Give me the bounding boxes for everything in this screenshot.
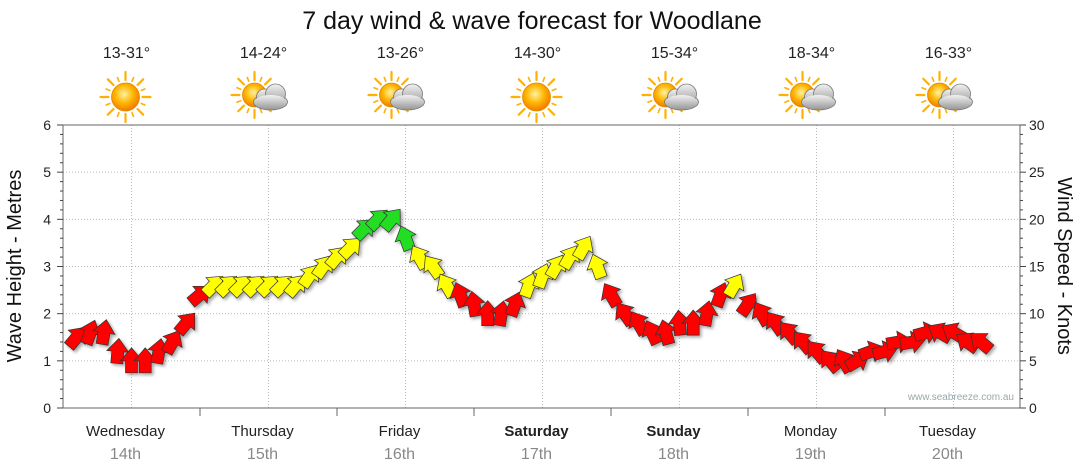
day-date-label: 17th (521, 446, 552, 463)
wind-arrow (571, 235, 594, 262)
day-name-label: Saturday (504, 423, 569, 440)
wind-arrow (394, 225, 417, 252)
wind-arrow (586, 253, 609, 281)
wind-arrow (378, 208, 401, 233)
y-tick-label-left: 0 (43, 400, 51, 416)
day-date-label: 14th (110, 446, 141, 463)
y-tick-label-left: 3 (43, 259, 51, 275)
sun-icon (510, 70, 563, 124)
y-tick-label-left: 6 (43, 117, 51, 133)
y-tick-label-right: 20 (1029, 211, 1045, 227)
day-name-label: Monday (784, 423, 838, 440)
wind-arrow (423, 255, 446, 281)
day-header-group: 13-31° 14-24° 13-26° 14-30° 15-34° 18-34° 16-3… (99, 45, 973, 124)
day-temperature: 18-34° (788, 45, 835, 62)
wind-arrow (654, 319, 678, 347)
wind-arrow (681, 309, 705, 336)
sun-cloud-icon (367, 70, 425, 120)
sun-icon (99, 70, 152, 124)
y-tick-label-left: 1 (43, 353, 51, 369)
wind-arrow (695, 300, 719, 327)
wind-arrow (503, 291, 527, 318)
day-name-label: Wednesday (86, 423, 165, 440)
day-temperature: 16-33° (925, 45, 972, 62)
day-name-label: Sunday (646, 423, 701, 440)
wind-arrow (92, 319, 116, 346)
wind-arrow (160, 330, 183, 356)
chart-title: 7 day wind & wave forecast for Woodlane (302, 7, 762, 35)
day-name-label: Tuesday (919, 423, 976, 440)
day-temperature: 14-30° (514, 45, 561, 62)
sun-cloud-icon (230, 70, 288, 120)
wind-arrow (337, 238, 361, 261)
y-tick-label-right: 30 (1029, 117, 1045, 133)
sun-cloud-icon (778, 70, 836, 120)
wind-arrow (735, 293, 758, 318)
right-axis: 0 5 10 15 20 25 30 (1020, 117, 1045, 416)
day-temperature: 13-31° (103, 45, 150, 62)
y-tick-label-right: 15 (1029, 259, 1045, 275)
sun-cloud-icon (915, 70, 973, 120)
left-axis: 0 1 2 3 4 5 6 (43, 117, 63, 416)
wind-arrow (119, 347, 144, 374)
day-temperature: 13-26° (377, 45, 424, 62)
wind-arrow (133, 347, 157, 374)
watermark: www.seabreeze.com.au (907, 392, 1014, 403)
wind-arrow-series (63, 208, 995, 375)
y-axis-right-label: Wind Speed - Knots (1053, 177, 1075, 355)
y-tick-label-right: 25 (1029, 164, 1045, 180)
day-date-label: 18th (658, 446, 689, 463)
day-name-label: Thursday (231, 423, 294, 440)
day-date-label: 20th (932, 446, 963, 463)
y-tick-label-right: 10 (1029, 306, 1045, 322)
wind-arrow (722, 273, 745, 300)
day-temperature: 15-34° (651, 45, 698, 62)
day-date-label: 16th (384, 446, 415, 463)
y-axis-left-label: Wave Height - Metres (4, 170, 26, 363)
wind-arrow (667, 309, 692, 336)
y-tick-label-left: 4 (43, 211, 51, 227)
wind-arrow (970, 333, 995, 355)
y-tick-label-left: 2 (43, 306, 51, 322)
day-date-label: 19th (795, 446, 826, 463)
y-tick-label-right: 0 (1029, 400, 1037, 416)
sun-cloud-icon (641, 70, 699, 120)
wind-arrow (173, 312, 196, 337)
wind-arrow (600, 283, 623, 309)
day-name-label: Friday (379, 423, 421, 440)
day-temperature: 14-24° (240, 45, 287, 62)
y-tick-label-left: 5 (43, 164, 51, 180)
day-labels: Wednesday 14th Thursday 15th Friday 16th Satur… (86, 423, 976, 463)
day-date-label: 15th (247, 446, 278, 463)
y-tick-label-right: 5 (1029, 353, 1037, 369)
